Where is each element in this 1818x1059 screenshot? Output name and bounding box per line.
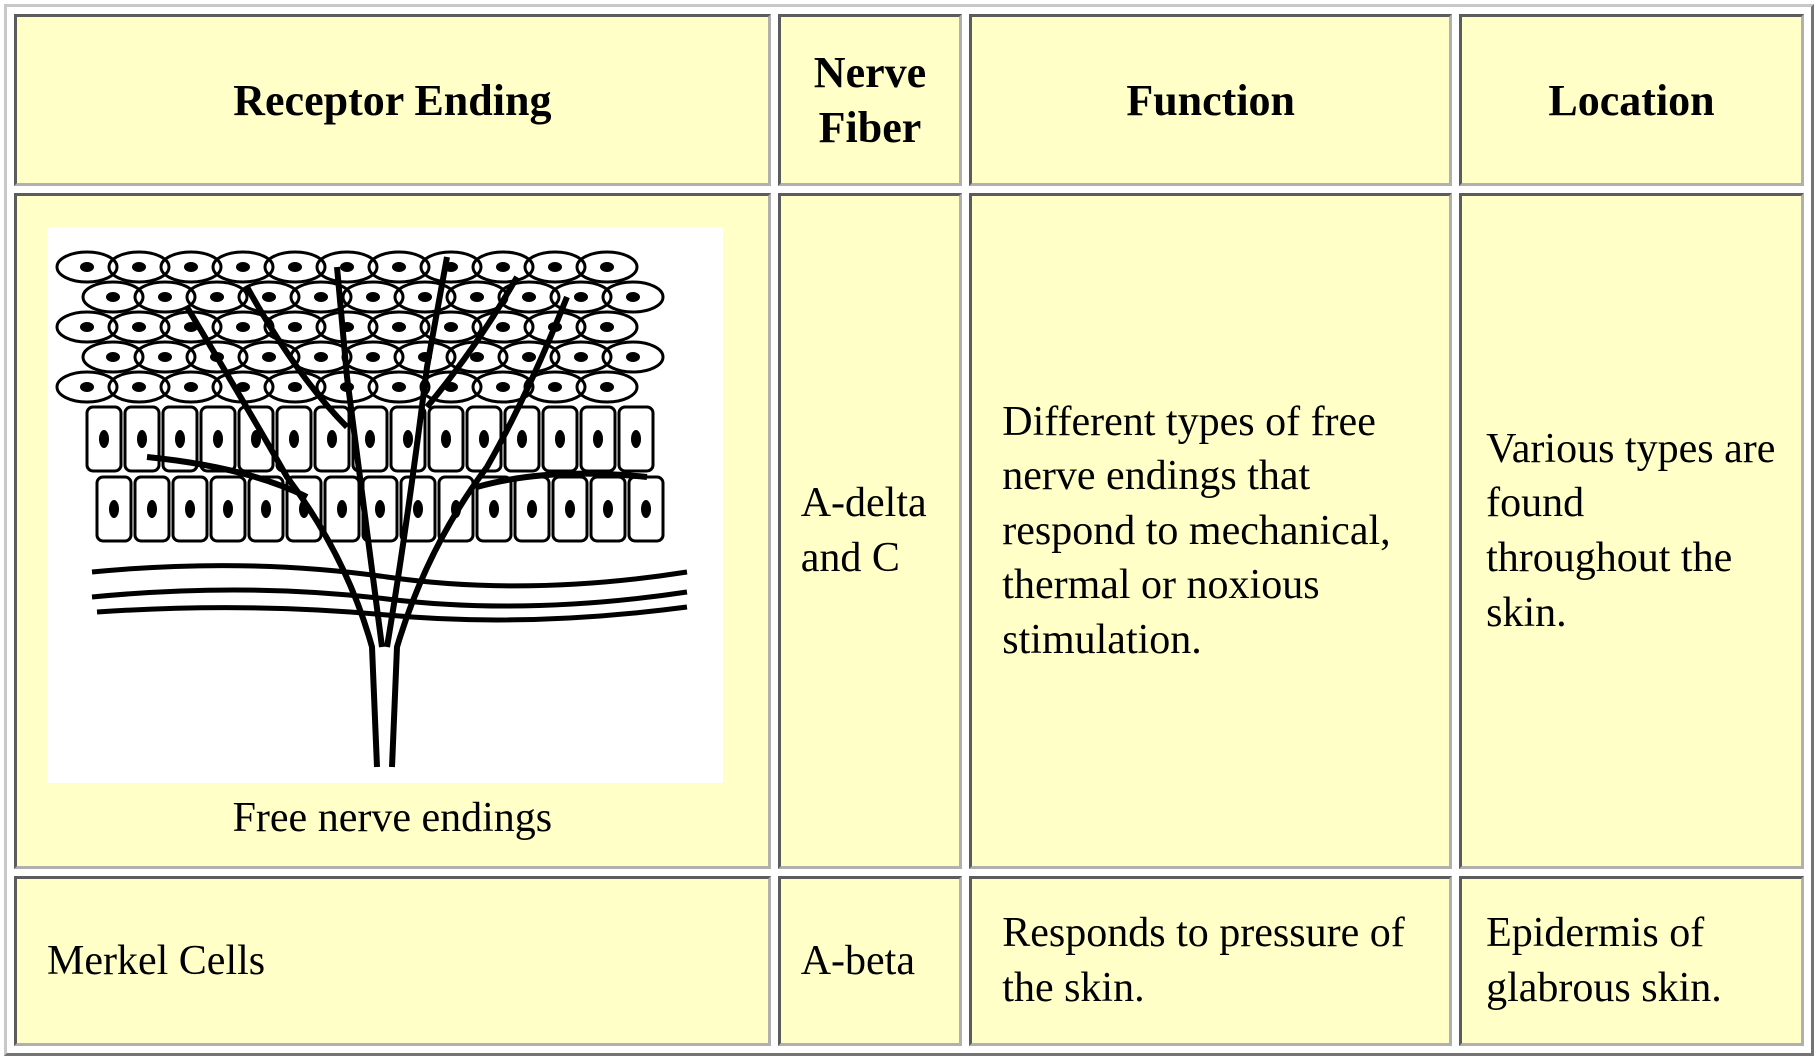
header-cell: Function (969, 14, 1453, 186)
table-cell: Merkel Cells (14, 876, 771, 1046)
free-nerve-endings-illustration (47, 226, 723, 783)
header-cell: Receptor Ending (14, 14, 771, 186)
figure-caption: Free nerve endings (232, 794, 553, 841)
header-row: Receptor Ending Nerve Fiber Function Loc… (14, 14, 1804, 186)
table-cell: Different types of free nerve endings th… (969, 193, 1453, 869)
table-cell: Epidermis of glabrous skin. (1459, 876, 1804, 1046)
receptor-table: Receptor Ending Nerve Fiber Function Loc… (4, 4, 1814, 1056)
header-cell: Nerve Fiber (777, 14, 963, 186)
table-row: Free nerve endings A-delta and C Differe… (14, 193, 1804, 869)
table-cell: Various types are found throughout the s… (1459, 193, 1804, 869)
header-cell: Location (1459, 14, 1804, 186)
table-row: Merkel Cells A-beta Responds to pressure… (14, 876, 1804, 1046)
table-cell: Responds to pressure of the skin. (969, 876, 1453, 1046)
table-cell: A-delta and C (777, 193, 963, 869)
table-cell: A-beta (777, 876, 963, 1046)
figure-cell: Free nerve endings (14, 193, 771, 869)
